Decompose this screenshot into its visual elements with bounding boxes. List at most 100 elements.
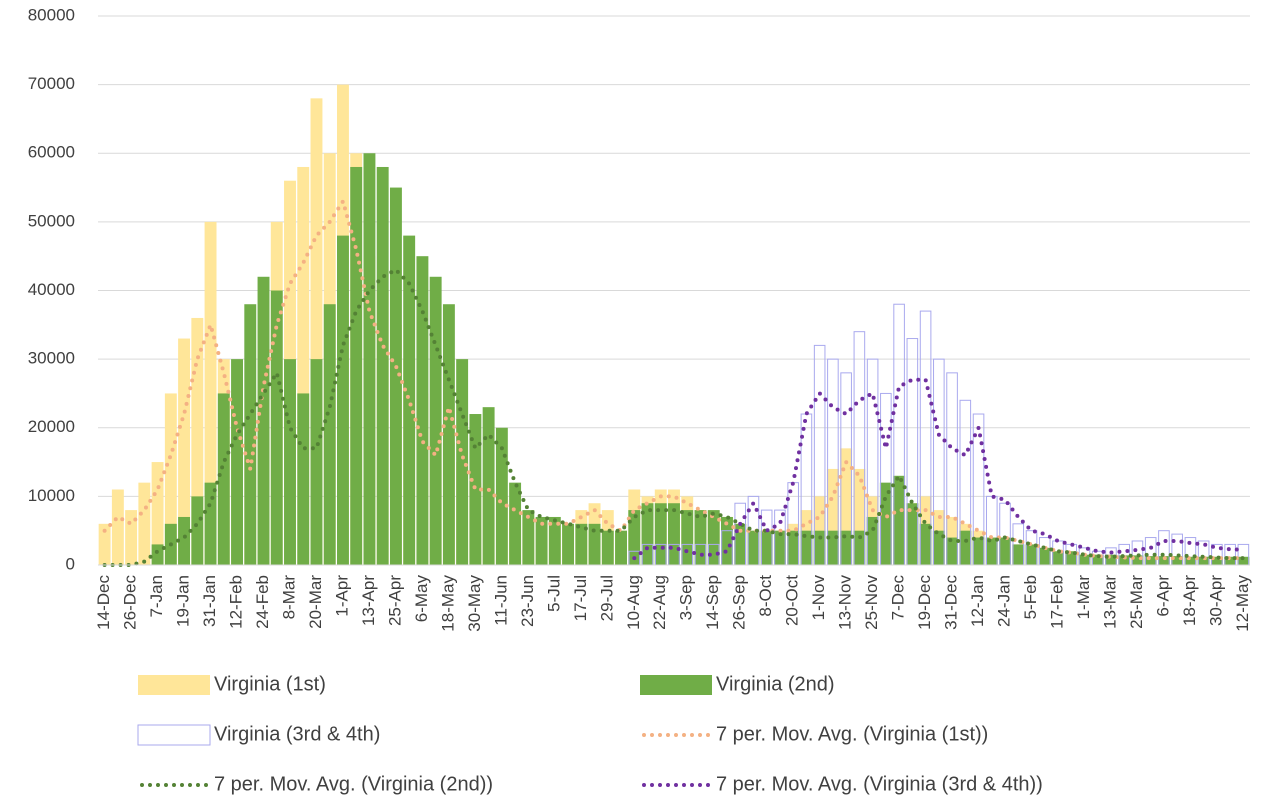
y-tick-label: 30000 xyxy=(28,349,75,368)
bar xyxy=(1157,556,1170,565)
x-tick-label: 19-Jan xyxy=(174,575,193,627)
x-tick-label: 31-Jan xyxy=(200,575,219,627)
legend-label: Virginia (3rd & 4th) xyxy=(214,723,380,745)
y-tick-label: 20000 xyxy=(28,417,75,436)
legend-label: 7 per. Mov. Avg. (Virginia (2nd)) xyxy=(214,773,493,795)
x-tick-label: 29-Jul xyxy=(597,575,616,621)
bar xyxy=(959,530,972,565)
x-tick-label: 23-Jun xyxy=(518,575,537,627)
bar xyxy=(456,359,469,565)
bar xyxy=(601,530,614,565)
bar xyxy=(681,510,694,565)
bar xyxy=(231,359,243,565)
x-tick-label: 20-Oct xyxy=(783,575,802,626)
bar xyxy=(244,304,257,565)
legend-swatch xyxy=(138,675,210,695)
bar xyxy=(615,530,627,565)
bar xyxy=(535,516,548,565)
bar xyxy=(548,516,561,565)
bar xyxy=(178,338,191,565)
x-tick-label: 12-Feb xyxy=(227,575,246,629)
x-tick-label: 1-Nov xyxy=(809,575,828,621)
bar xyxy=(310,359,323,565)
bar xyxy=(668,503,680,565)
x-tick-label: 14-Dec xyxy=(94,575,113,630)
x-tick-label: 13-Mar xyxy=(1100,575,1119,629)
x-tick-label: 3-Sep xyxy=(677,575,696,620)
x-tick-label: 26-Dec xyxy=(121,575,140,630)
bar xyxy=(1171,556,1184,565)
x-tick-label: 25-Nov xyxy=(862,575,881,630)
bar xyxy=(164,393,177,565)
x-tick-label: 31-Dec xyxy=(942,575,961,630)
bar xyxy=(1224,556,1237,565)
moving-average-line xyxy=(102,196,1246,561)
bar xyxy=(1091,554,1104,565)
x-tick-label: 8-Oct xyxy=(756,575,775,617)
bar xyxy=(906,503,919,565)
bar xyxy=(522,510,535,565)
bar xyxy=(151,462,164,565)
x-tick-label: 25-Apr xyxy=(385,575,404,626)
bar xyxy=(641,503,654,565)
bar xyxy=(628,510,641,565)
bar xyxy=(442,304,455,565)
bar xyxy=(191,317,204,565)
bar xyxy=(416,256,429,565)
x-tick-label: 12-Jan xyxy=(968,575,987,627)
bar xyxy=(946,537,959,565)
bar xyxy=(429,276,442,565)
bar xyxy=(151,544,164,565)
bar xyxy=(125,510,138,565)
bar xyxy=(1038,547,1051,565)
y-tick-label: 10000 xyxy=(28,486,75,505)
x-tick-label: 17-Feb xyxy=(1047,575,1066,629)
bar xyxy=(363,153,376,565)
bar xyxy=(204,482,217,565)
bar xyxy=(1065,551,1078,565)
bar xyxy=(853,468,866,565)
bar xyxy=(111,489,124,565)
bar xyxy=(138,482,151,565)
bar xyxy=(217,393,230,565)
moving-average-line xyxy=(102,267,1246,567)
bar xyxy=(826,468,839,565)
y-tick-label: 70000 xyxy=(28,74,75,93)
bar xyxy=(707,510,720,565)
legend-swatch xyxy=(137,724,211,746)
bar xyxy=(337,235,349,565)
legend-swatch xyxy=(640,675,712,695)
x-tick-label: 1-Mar xyxy=(1074,575,1093,620)
x-tick-label: 1-Apr xyxy=(332,575,351,617)
bar xyxy=(879,482,892,565)
bar xyxy=(1210,556,1223,565)
y-tick-label: 40000 xyxy=(28,280,75,299)
x-tick-label: 24-Feb xyxy=(253,575,272,629)
x-tick-label: 26-Sep xyxy=(730,575,749,630)
x-tick-label: 22-Aug xyxy=(650,575,669,630)
bar xyxy=(98,523,111,565)
x-tick-label: 7-Dec xyxy=(889,575,908,621)
legend-label: Virginia (1st) xyxy=(214,673,326,695)
bar xyxy=(389,187,402,565)
x-tick-label: 19-Dec xyxy=(915,575,934,630)
bar xyxy=(853,530,866,565)
bar xyxy=(654,503,667,565)
bar xyxy=(1237,556,1250,565)
bar xyxy=(721,516,733,565)
bar xyxy=(376,166,389,565)
bar xyxy=(297,166,310,565)
x-tick-label: 18-Apr xyxy=(1180,575,1199,626)
bar xyxy=(919,523,932,565)
bar xyxy=(972,537,985,565)
x-tick-label: 10-Aug xyxy=(624,575,643,630)
moving-average-line xyxy=(632,377,1246,561)
x-tick-label: 11-Jun xyxy=(491,575,510,626)
x-tick-label: 6-Apr xyxy=(1153,575,1172,617)
bar xyxy=(297,393,310,565)
bar xyxy=(323,304,336,565)
bar xyxy=(1078,554,1091,565)
bar xyxy=(787,530,800,565)
x-tick-label: 13-Nov xyxy=(836,575,855,630)
